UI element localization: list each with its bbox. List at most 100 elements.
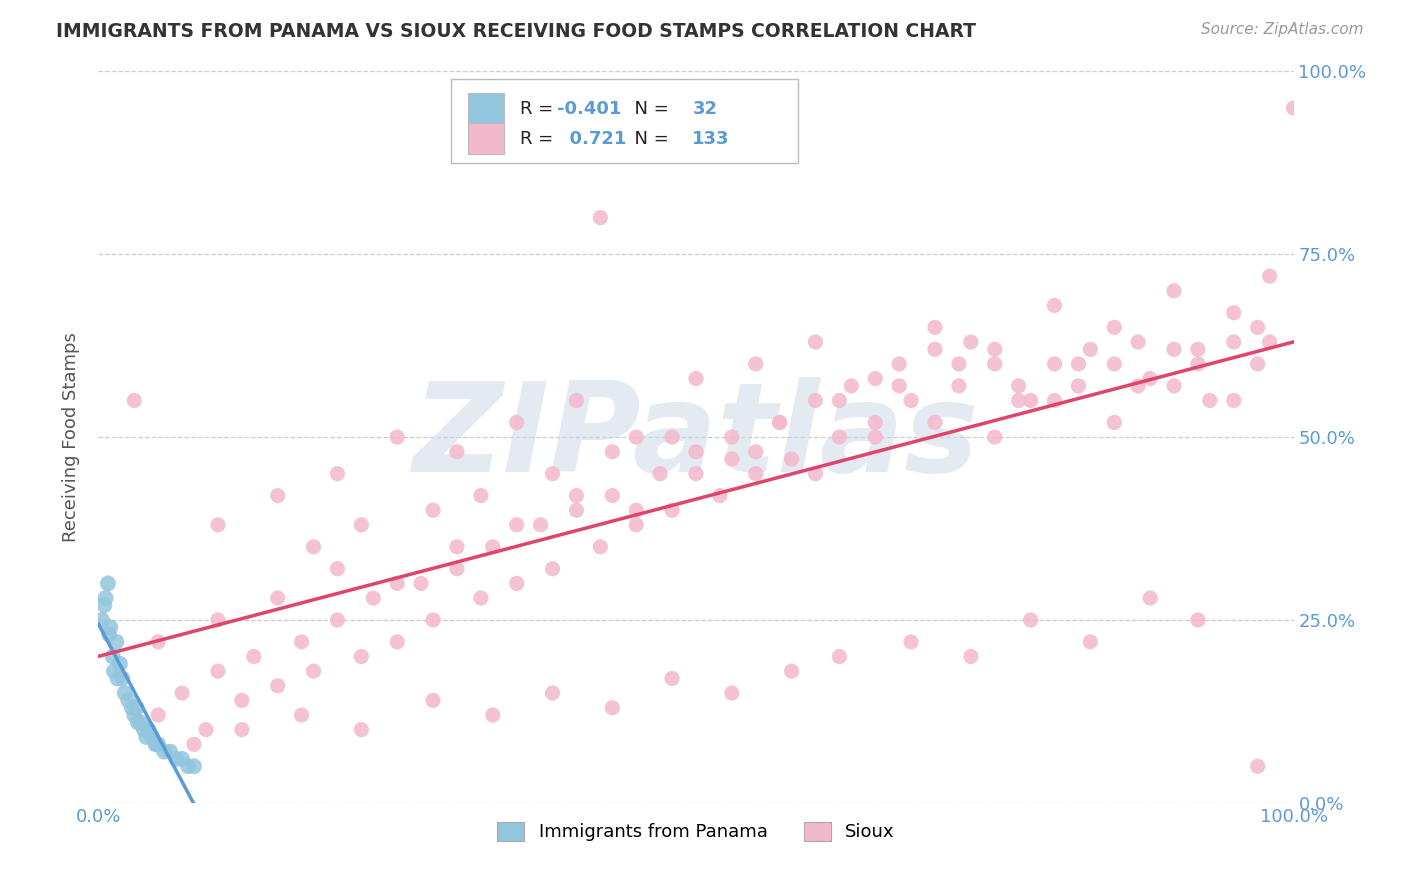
Text: N =: N = [623, 100, 675, 118]
Point [804, 334, 827, 349]
Point [1043, 393, 1066, 408]
Point [98, 627, 121, 641]
Point [1019, 393, 1042, 408]
Point [661, 430, 683, 444]
Point [565, 503, 588, 517]
Point [685, 371, 707, 385]
Point [138, 723, 160, 737]
Text: N =: N = [623, 129, 675, 148]
Point [565, 489, 588, 503]
Point [135, 730, 157, 744]
Point [804, 467, 827, 481]
Point [685, 444, 707, 458]
Point [1163, 343, 1185, 357]
Point [446, 562, 468, 576]
Point [177, 759, 200, 773]
Point [326, 613, 349, 627]
Point [1223, 306, 1246, 320]
Point [124, 393, 146, 408]
Point [768, 416, 790, 430]
Point [129, 715, 152, 730]
Point [1139, 371, 1161, 385]
Point [385, 576, 409, 591]
Point [721, 430, 744, 444]
Point [94, 591, 117, 605]
Point [1008, 393, 1031, 408]
Point [1043, 298, 1066, 312]
Point [145, 737, 167, 751]
Legend: Immigrants from Panama, Sioux: Immigrants from Panama, Sioux [489, 814, 903, 848]
Point [1019, 613, 1042, 627]
Point [101, 649, 124, 664]
Point [183, 737, 205, 751]
Point [709, 489, 731, 503]
Point [363, 591, 385, 605]
Point [1223, 393, 1246, 408]
Point [350, 723, 373, 737]
Point [506, 416, 529, 430]
Point [93, 599, 115, 613]
Point [768, 416, 790, 430]
Point [207, 517, 229, 532]
Point [1128, 334, 1150, 349]
Y-axis label: Receiving Food Stamps: Receiving Food Stamps [62, 332, 80, 542]
Point [1128, 379, 1150, 393]
Point [780, 452, 803, 467]
Point [589, 211, 612, 225]
Point [165, 752, 187, 766]
Point [984, 430, 1007, 444]
Point [302, 540, 325, 554]
Point [1080, 343, 1102, 357]
Point [924, 416, 946, 430]
Point [1104, 320, 1126, 334]
Point [153, 745, 176, 759]
Point [183, 759, 205, 773]
Point [124, 708, 146, 723]
Point [648, 467, 672, 481]
Text: ZIPatlas: ZIPatlas [413, 376, 979, 498]
Point [960, 334, 983, 349]
Point [422, 693, 444, 707]
Text: -0.401: -0.401 [557, 100, 621, 118]
Point [745, 444, 768, 458]
Point [1223, 334, 1246, 349]
Point [91, 613, 114, 627]
Point [948, 379, 970, 393]
Point [865, 416, 887, 430]
Point [411, 576, 433, 591]
Point [1187, 357, 1209, 371]
Point [385, 635, 409, 649]
Point [924, 343, 946, 357]
Point [1104, 416, 1126, 430]
Point [1043, 357, 1066, 371]
Point [481, 708, 505, 723]
FancyBboxPatch shape [451, 78, 797, 163]
Text: 32: 32 [692, 100, 717, 118]
Point [107, 672, 129, 686]
Point [385, 430, 409, 444]
Point [804, 393, 827, 408]
Point [828, 393, 851, 408]
Point [1067, 379, 1090, 393]
Point [243, 649, 266, 664]
Point [1139, 591, 1161, 605]
Point [302, 664, 325, 678]
Point [125, 700, 148, 714]
Point [984, 357, 1007, 371]
Point [1163, 284, 1185, 298]
Point [422, 503, 444, 517]
Point [267, 591, 290, 605]
Point [602, 444, 624, 458]
Point [267, 679, 290, 693]
Point [1282, 101, 1305, 115]
Point [626, 430, 648, 444]
Point [1258, 334, 1281, 349]
Point [291, 708, 314, 723]
Point [172, 752, 194, 766]
Point [1104, 357, 1126, 371]
Point [541, 467, 564, 481]
Point [127, 715, 149, 730]
Point [148, 708, 170, 723]
Point [172, 686, 194, 700]
Point [506, 517, 529, 532]
